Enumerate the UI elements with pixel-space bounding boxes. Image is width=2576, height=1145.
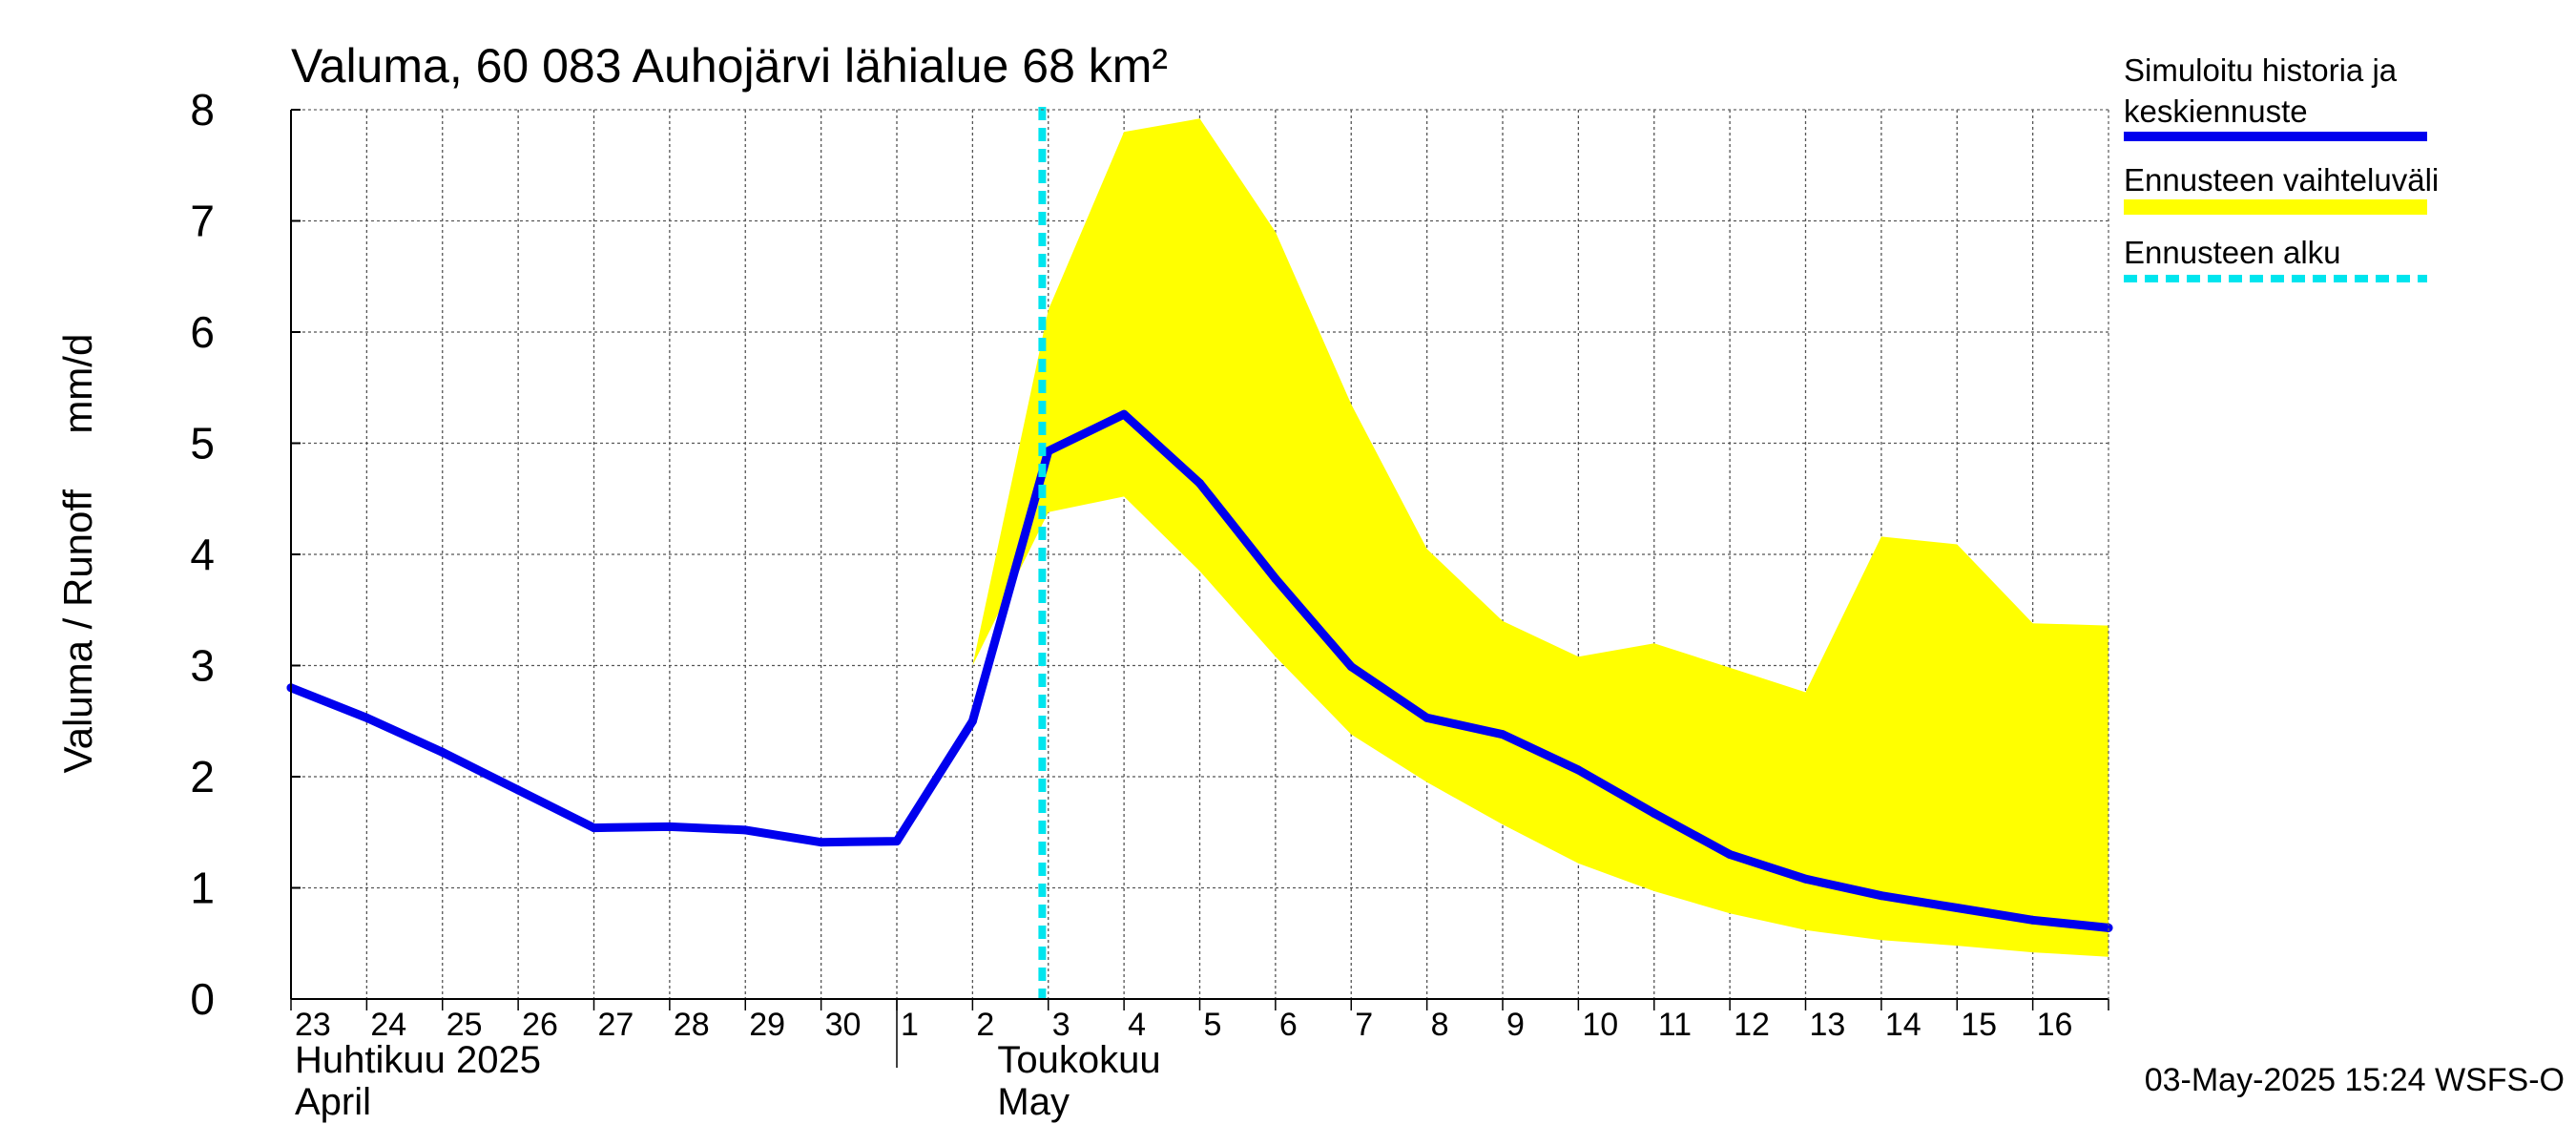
month-label-fi: Huhtikuu 2025 xyxy=(295,1039,541,1081)
x-tick-label: 8 xyxy=(1431,1007,1449,1043)
x-tick-label: 16 xyxy=(2037,1007,2073,1043)
mean-series-point xyxy=(1498,730,1507,739)
y-tick-label: 1 xyxy=(190,864,215,913)
timestamp: 03-May-2025 15:24 WSFS-O xyxy=(2145,1062,2565,1098)
x-tick-label: 30 xyxy=(825,1007,862,1043)
x-tick-label: 24 xyxy=(370,1007,406,1043)
y-tick-label: 0 xyxy=(190,974,215,1024)
legend-label-mean: Simuloitu historia ja xyxy=(2124,52,2398,88)
mean-series-point xyxy=(1650,808,1659,818)
mean-series-point xyxy=(1195,478,1204,488)
y-tick-label: 8 xyxy=(190,85,215,135)
mean-series-point xyxy=(892,837,902,846)
mean-series-point xyxy=(1423,713,1432,722)
x-tick-label: 7 xyxy=(1355,1007,1373,1043)
mean-series-point xyxy=(1877,891,1886,901)
mean-series-point xyxy=(665,822,675,831)
x-tick-label: 15 xyxy=(1961,1007,1997,1043)
x-tick-label: 1 xyxy=(901,1007,919,1043)
legend-label-range: Ennusteen vaihteluväli xyxy=(2124,162,2439,198)
x-tick-label: 11 xyxy=(1658,1007,1692,1043)
mean-series-point xyxy=(1271,574,1280,584)
mean-series-point xyxy=(967,717,977,726)
x-tick-label: 25 xyxy=(447,1007,483,1043)
mean-series-point xyxy=(1725,850,1735,859)
y-tick-label: 6 xyxy=(190,307,215,357)
mean-series-point xyxy=(1801,874,1810,884)
mean-series-point xyxy=(590,823,598,833)
mean-series-point xyxy=(1346,662,1356,672)
x-tick-label: 13 xyxy=(1810,1007,1846,1043)
y-tick-label: 3 xyxy=(190,641,215,691)
month-label-fi: Toukokuu xyxy=(997,1039,1160,1081)
month-label-en: May xyxy=(997,1081,1070,1123)
forecast-range-area xyxy=(972,118,2109,957)
chart-title: Valuma, 60 083 Auhojärvi lähialue 68 km² xyxy=(291,39,1168,93)
mean-series-point xyxy=(513,785,523,795)
x-tick-label: 29 xyxy=(749,1007,785,1043)
x-tick-label: 14 xyxy=(1885,1007,1922,1043)
y-tick-label: 4 xyxy=(190,530,215,579)
x-tick-label: 27 xyxy=(598,1007,634,1043)
mean-series-point xyxy=(1573,765,1583,775)
legend: Simuloitu historia ja keskiennuste Ennuste… xyxy=(2124,52,2439,282)
mean-series-point xyxy=(1044,447,1053,456)
mean-series-point xyxy=(740,825,750,835)
x-tick-label: 4 xyxy=(1128,1007,1146,1043)
y-axis-label: Valuma / Runoff mm/d xyxy=(55,334,100,774)
x-tick-label: 2 xyxy=(976,1007,994,1043)
forecast-range-band xyxy=(972,118,2109,957)
y-tick-label: 5 xyxy=(190,419,215,468)
mean-series-point xyxy=(817,838,826,847)
mean-series-point xyxy=(362,713,371,722)
x-tick-label: 28 xyxy=(674,1007,710,1043)
mean-series-point xyxy=(2104,923,2113,932)
x-tick-label: 26 xyxy=(522,1007,558,1043)
mean-series-point xyxy=(1119,409,1129,419)
x-tick-label: 12 xyxy=(1734,1007,1770,1043)
x-tick-label: 6 xyxy=(1279,1007,1298,1043)
mean-series-point xyxy=(2028,915,2038,925)
legend-label-forecast-start: Ennusteen alku xyxy=(2124,235,2341,270)
month-label-en: April xyxy=(295,1081,371,1123)
x-tick-label: 3 xyxy=(1052,1007,1070,1043)
x-tick-label: 10 xyxy=(1582,1007,1618,1043)
mean-series-point xyxy=(438,747,447,757)
y-tick-label: 2 xyxy=(190,752,215,802)
x-axis-ticks: 23 24 25 26 27 28 29 30 1 2 3 4 5 6 7 8 9 10 11 12 13 14 15 16 xyxy=(290,999,2109,1068)
x-tick-label: 5 xyxy=(1204,1007,1222,1043)
x-tick-label: 9 xyxy=(1506,1007,1525,1043)
y-tick-label: 7 xyxy=(190,197,215,246)
legend-label-mean-cont: keskiennuste xyxy=(2124,94,2308,129)
mean-series-point xyxy=(1952,904,1962,912)
y-axis-ticks: 0 1 2 3 4 5 6 7 8 xyxy=(190,85,301,1024)
x-tick-label: 23 xyxy=(295,1007,331,1043)
